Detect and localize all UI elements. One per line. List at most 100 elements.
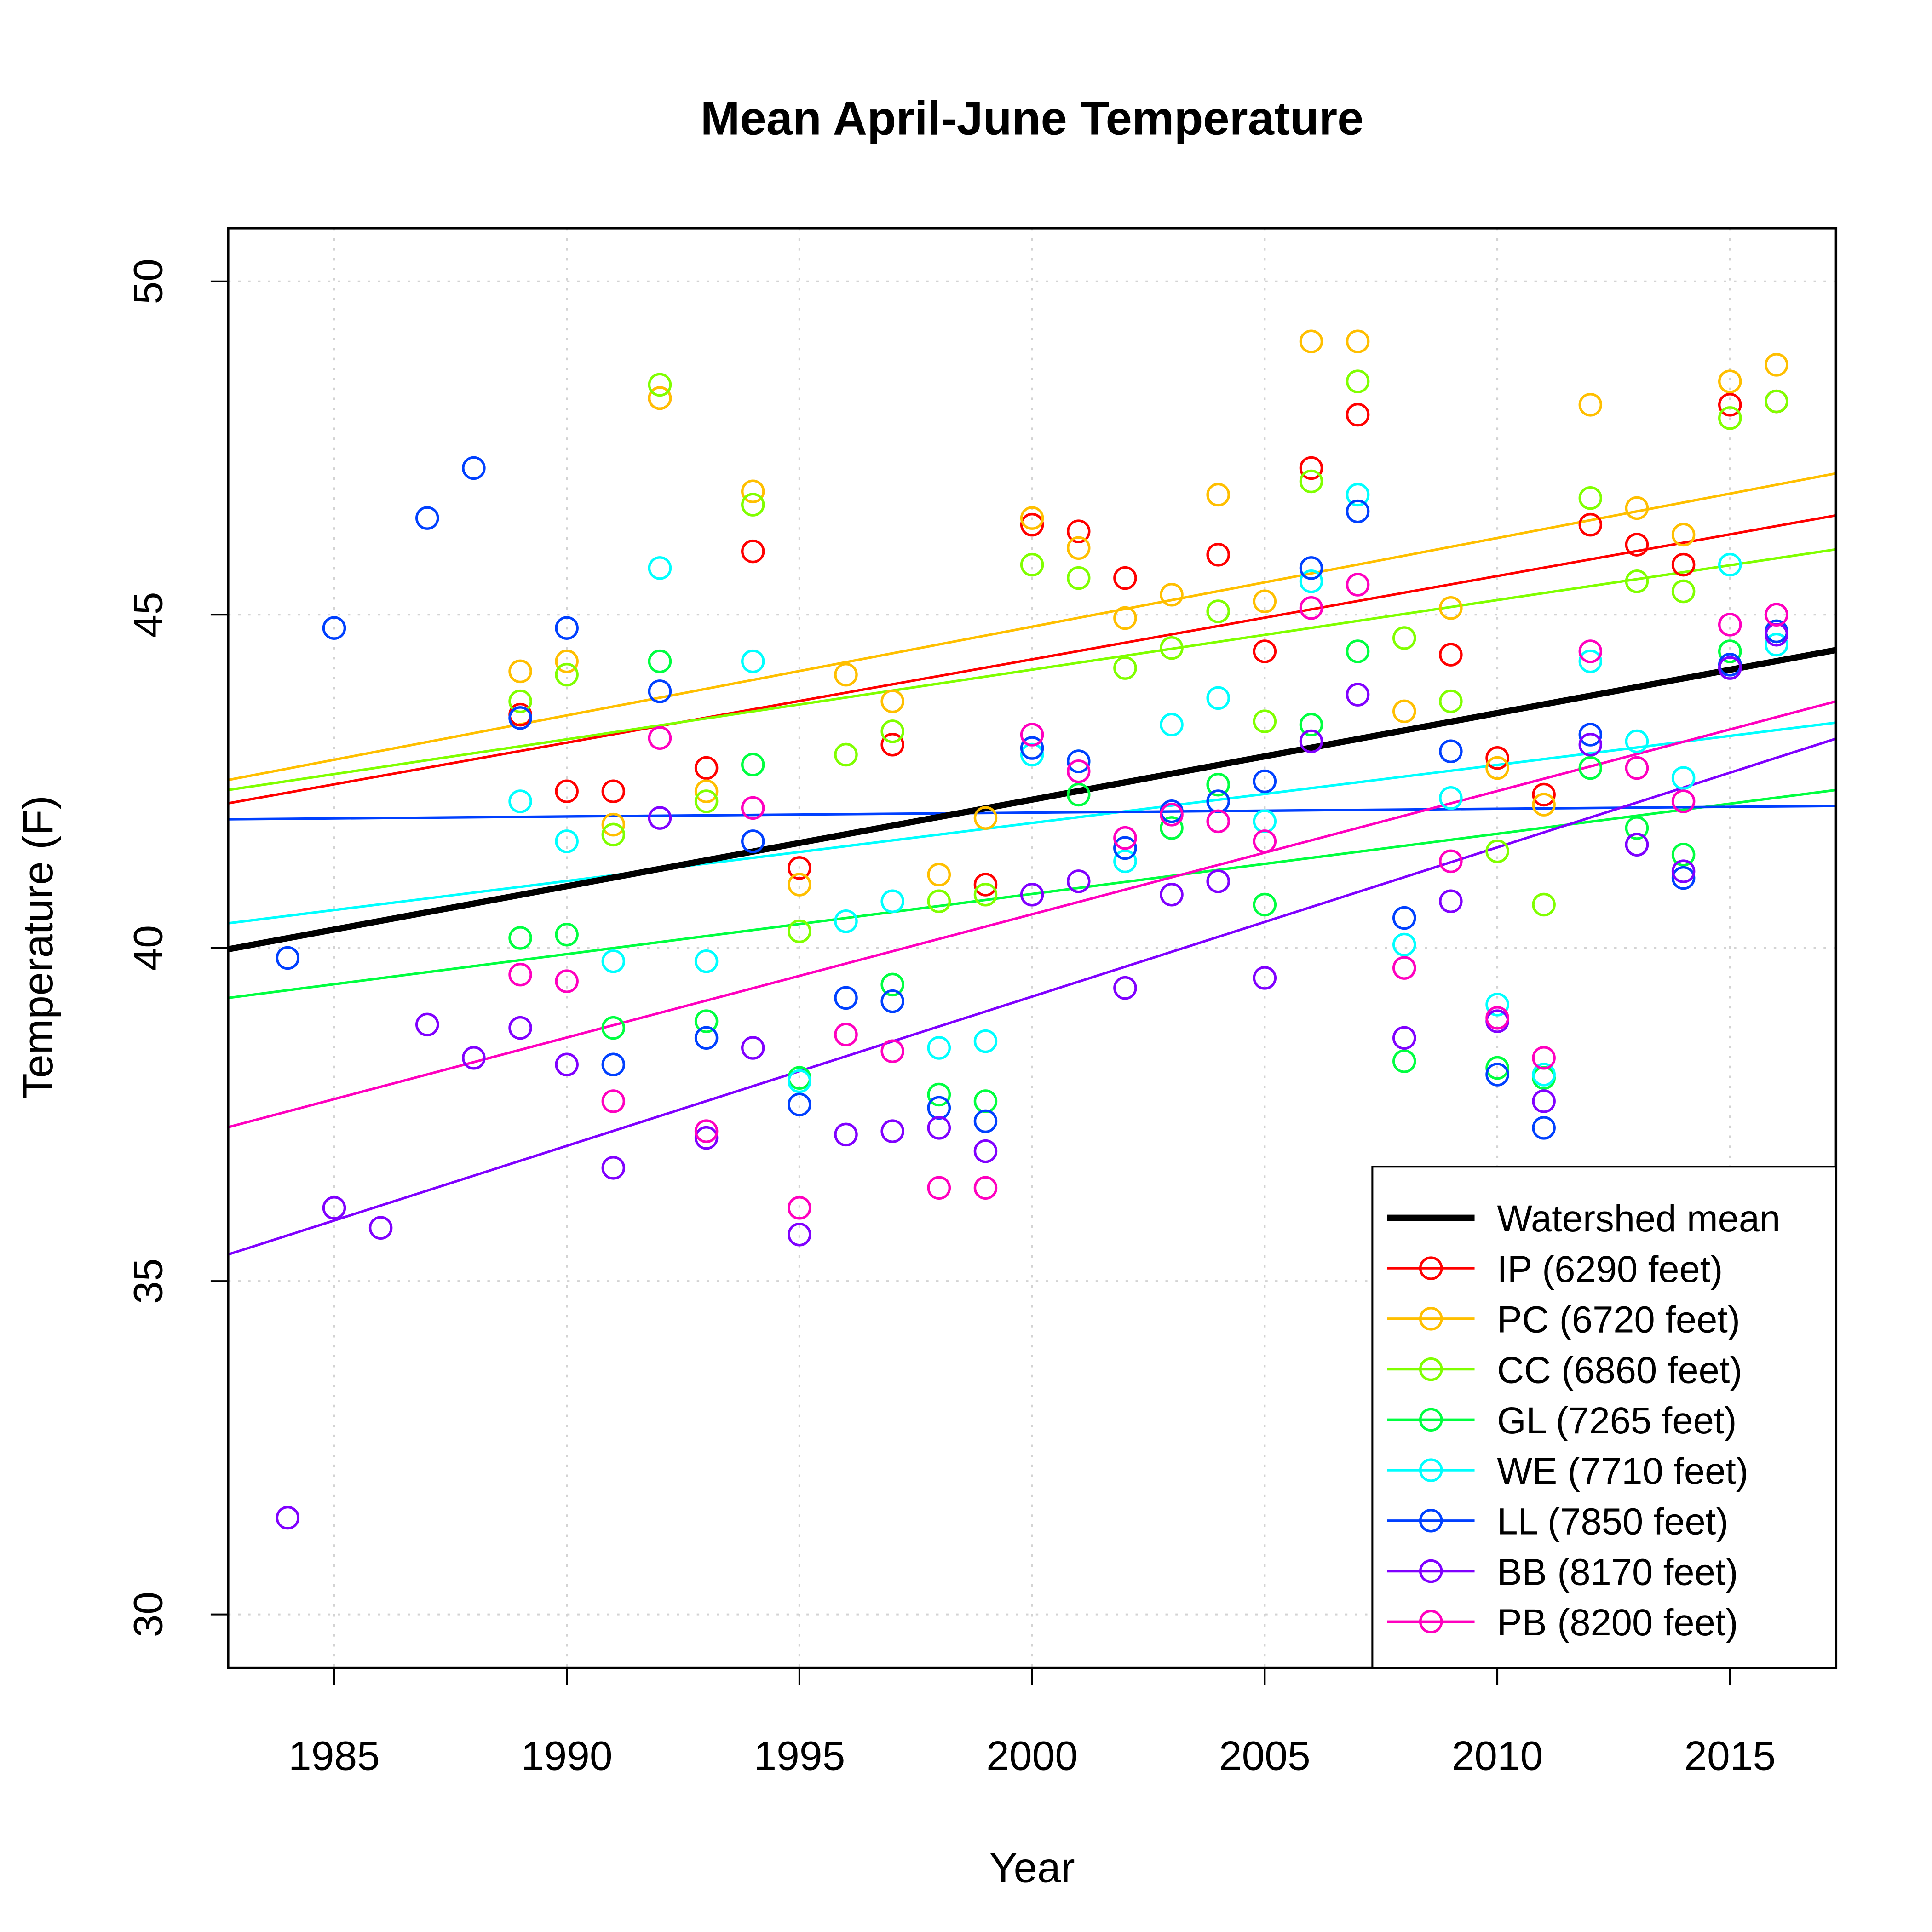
y-axis-label: Temperature (F) <box>14 795 62 1099</box>
y-tick-label: 35 <box>125 1258 171 1304</box>
data-point <box>601 949 626 973</box>
x-axis: 1985 1990 1995 2000 2005 2010 2015 <box>288 1668 1776 1779</box>
legend-marker <box>1419 1559 1443 1583</box>
series-bb <box>276 622 1788 1530</box>
data-point <box>1439 786 1463 810</box>
data-point <box>1020 883 1044 907</box>
data-point <box>880 972 904 997</box>
data-point <box>1253 769 1277 794</box>
data-point <box>1765 353 1788 377</box>
legend-item: CC (6860 feet) <box>1387 1349 1742 1391</box>
x-tick-label: 1995 <box>753 1733 845 1779</box>
data-point <box>1206 869 1230 893</box>
y-tick-label: 50 <box>125 259 171 304</box>
data-point <box>1299 729 1323 753</box>
x-tick-label: 2000 <box>986 1733 1078 1779</box>
data-point <box>555 779 579 803</box>
data-point <box>1067 536 1091 560</box>
data-point <box>1020 506 1044 530</box>
data-point <box>1578 486 1603 510</box>
data-point <box>1671 859 1696 883</box>
data-point <box>741 539 765 564</box>
y-tick-label: 40 <box>125 925 171 971</box>
data-point <box>973 1176 998 1200</box>
data-point <box>601 1052 626 1077</box>
data-point <box>648 373 672 397</box>
data-point <box>741 829 765 853</box>
data-point <box>1206 483 1230 507</box>
data-point <box>1346 573 1370 597</box>
y-tick-label: 45 <box>125 592 171 638</box>
legend: Watershed mean IP (6290 feet) PC (6720 fee… <box>1371 1166 1837 1669</box>
data-point <box>1253 829 1277 853</box>
data-point <box>1439 849 1463 874</box>
data-point <box>276 946 300 970</box>
data-point <box>927 1082 951 1107</box>
data-point <box>322 1196 346 1220</box>
data-point <box>1718 552 1742 577</box>
data-point <box>880 989 904 1013</box>
data-point <box>322 616 346 640</box>
data-point <box>1718 393 1742 417</box>
legend-marker <box>1419 1256 1443 1280</box>
data-point <box>1485 993 1509 1017</box>
data-point <box>1485 1006 1509 1030</box>
data-point <box>1067 749 1091 773</box>
data-point <box>741 1036 765 1060</box>
data-point <box>788 1092 811 1116</box>
legend-item: PB (8200 feet) <box>1387 1602 1738 1644</box>
data-point <box>555 829 579 853</box>
data-point <box>1671 866 1696 890</box>
data-point <box>1067 566 1091 590</box>
data-point <box>788 919 811 943</box>
data-point <box>834 986 858 1010</box>
data-point <box>1113 976 1137 1000</box>
data-point <box>694 1119 719 1143</box>
trend-line-we <box>228 721 1836 925</box>
data-point <box>1578 733 1603 757</box>
data-point <box>276 1506 300 1530</box>
data-point <box>1578 723 1603 747</box>
trend-line-ll <box>228 805 1836 821</box>
data-point <box>1020 723 1044 747</box>
data-point <box>1067 759 1091 783</box>
data-point <box>601 1156 626 1180</box>
data-point <box>1160 583 1184 607</box>
data-point <box>1625 729 1649 753</box>
trend-line-cc <box>228 548 1836 791</box>
data-point <box>788 1196 811 1220</box>
data-point <box>555 969 579 993</box>
data-point <box>1485 1063 1509 1087</box>
data-point <box>555 616 579 640</box>
data-point <box>1625 756 1649 780</box>
data-point <box>1532 782 1556 807</box>
data-point <box>973 806 998 830</box>
data-point <box>1485 746 1509 770</box>
data-point <box>1718 613 1742 637</box>
x-tick-label: 2015 <box>1684 1733 1776 1779</box>
data-point <box>1765 603 1788 627</box>
data-point <box>555 922 579 947</box>
data-point <box>1392 906 1416 930</box>
data-point <box>1113 566 1137 590</box>
data-point <box>1206 772 1230 797</box>
x-tick-label: 1990 <box>521 1733 613 1779</box>
data-point <box>1578 639 1603 663</box>
data-point <box>1020 512 1044 537</box>
data-point <box>648 386 672 410</box>
legend-item: WE (7710 feet) <box>1387 1450 1748 1492</box>
data-point <box>788 1069 811 1093</box>
x-axis-label: Year <box>989 1844 1075 1892</box>
data-point <box>1578 512 1603 537</box>
grid <box>228 228 1836 1668</box>
data-point <box>1206 599 1230 623</box>
data-point <box>462 456 486 480</box>
data-point <box>927 889 951 914</box>
series-pb <box>508 573 1788 1220</box>
data-point <box>694 756 719 780</box>
data-point <box>1160 816 1184 840</box>
data-point <box>1253 589 1277 614</box>
data-point <box>834 742 858 767</box>
legend-marker <box>1419 1458 1443 1482</box>
